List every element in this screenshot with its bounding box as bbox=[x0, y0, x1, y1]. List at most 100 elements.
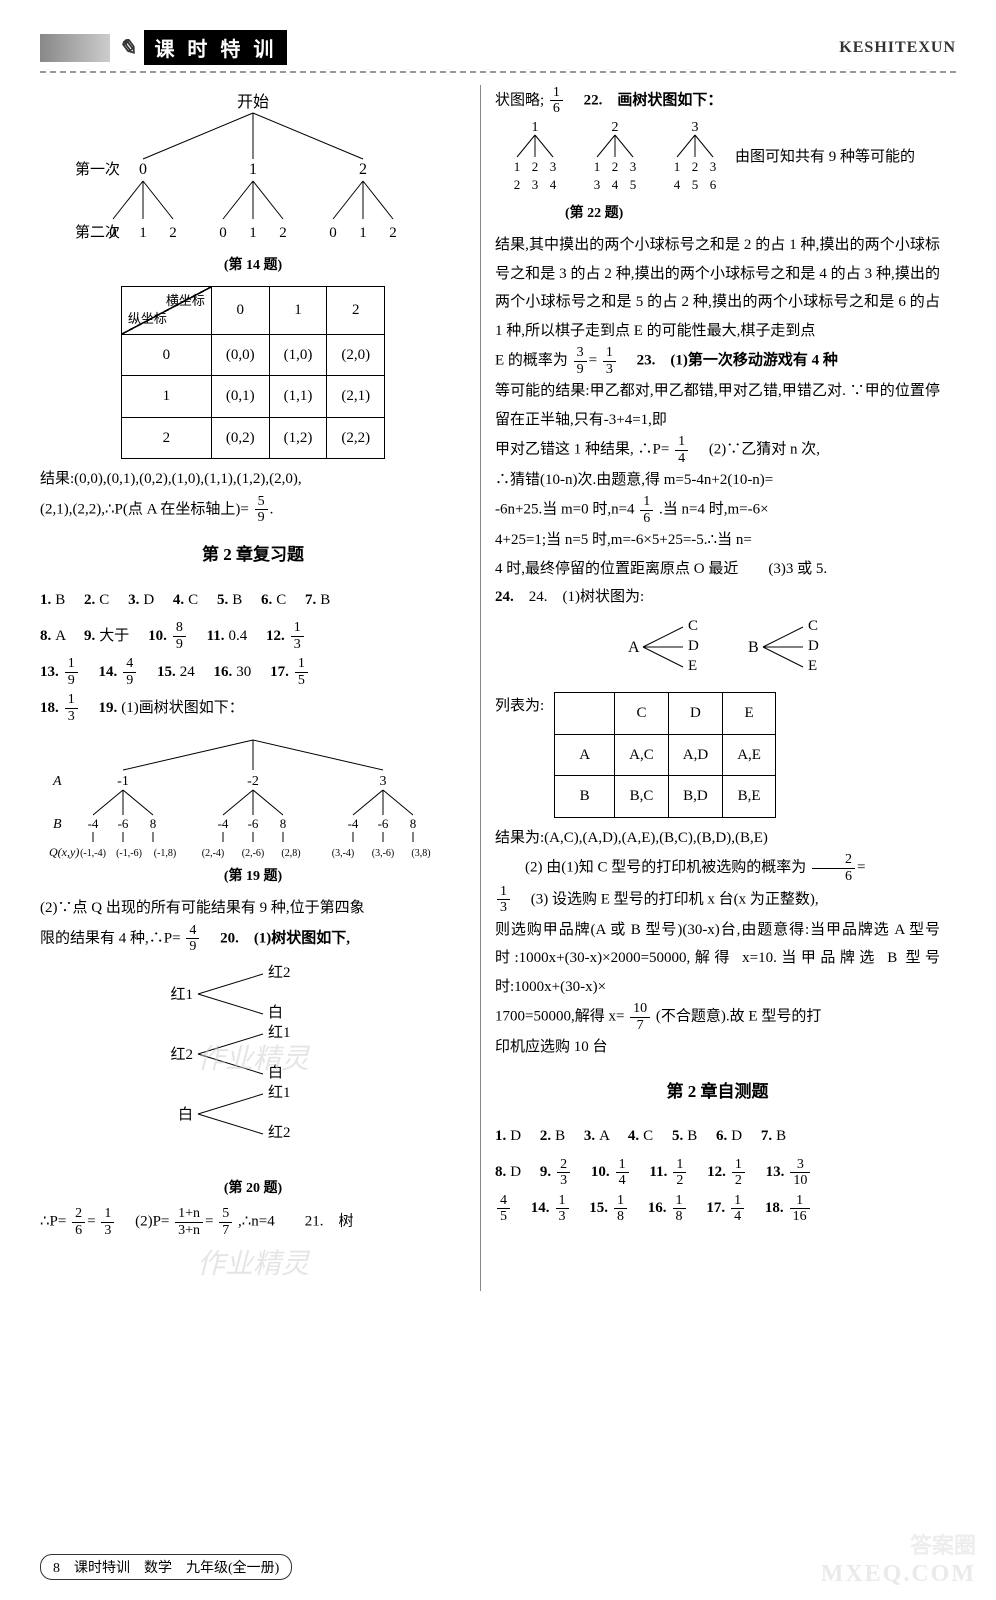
svg-text:0: 0 bbox=[329, 225, 337, 241]
answers-ch2: 1.B 2.C 3.D 4.C 5.B 6.C 7.B 8.A 9.大于 10.… bbox=[40, 582, 466, 726]
svg-text:-6: -6 bbox=[378, 816, 389, 831]
svg-text:3: 3 bbox=[550, 159, 557, 174]
svg-text:5: 5 bbox=[630, 177, 637, 192]
svg-text:1: 1 bbox=[359, 225, 367, 241]
para-23c: ∴猜错(10-n)次.由题意,得 m=5-4n+2(10-n)= bbox=[495, 466, 940, 495]
svg-text:Q(x,y): Q(x,y) bbox=[49, 845, 79, 859]
svg-text:1: 1 bbox=[674, 159, 681, 174]
tree-q22: 1 2 3 1 2 3 1 2 3 1 2 bbox=[495, 117, 940, 197]
svg-text:(2,8): (2,8) bbox=[281, 848, 300, 859]
svg-text:(2,-4): (2,-4) bbox=[202, 848, 225, 859]
svg-text:4: 4 bbox=[550, 177, 557, 192]
svg-text:8: 8 bbox=[150, 816, 157, 831]
svg-text:A: A bbox=[52, 774, 62, 789]
svg-text:3: 3 bbox=[380, 774, 387, 789]
svg-text:1: 1 bbox=[139, 225, 147, 241]
table-row: AA,CA,DA,E bbox=[555, 734, 776, 776]
svg-text:B: B bbox=[748, 639, 759, 656]
para-23d: -6n+25.当 m=0 时,n=4 16 .当 n=4 时,m=-6× bbox=[495, 494, 940, 526]
q24-3: 13 (3) 设选购 E 型号的打印机 x 台(x 为正整数), bbox=[495, 884, 940, 916]
svg-text:1: 1 bbox=[249, 161, 257, 178]
svg-text:4: 4 bbox=[674, 177, 681, 192]
svg-text:-4: -4 bbox=[348, 816, 359, 831]
svg-text:0: 0 bbox=[139, 161, 147, 178]
svg-text:-6: -6 bbox=[118, 816, 129, 831]
table-row: 0 (0,0) (1,0) (2,0) bbox=[121, 334, 384, 376]
svg-text:-4: -4 bbox=[88, 816, 99, 831]
svg-text:(2,-6): (2,-6) bbox=[242, 848, 265, 859]
svg-text:8: 8 bbox=[410, 816, 417, 831]
svg-text:A: A bbox=[628, 639, 640, 656]
results-14: 结果:(0,0),(0,1),(0,2),(1,0),(1,1),(1,2),(… bbox=[40, 465, 466, 525]
self-answers: 1.D 2.B 3.A 4.C 5.B 6.D 7.B 8.D 9.23 10.… bbox=[495, 1118, 940, 1226]
caption-q22: (第 22 题) bbox=[495, 201, 940, 228]
section-self-title: 第 2 章自测题 bbox=[495, 1076, 940, 1108]
svg-text:1: 1 bbox=[249, 225, 257, 241]
svg-text:C: C bbox=[688, 618, 698, 634]
page-footer: 8 课时特训 数学 九年级(全一册) bbox=[40, 1554, 292, 1580]
svg-text:2: 2 bbox=[514, 177, 521, 192]
table-row: BB,CB,DB,E bbox=[555, 776, 776, 818]
diag-header: 横坐标 纵坐标 bbox=[121, 286, 211, 334]
svg-text:-6: -6 bbox=[248, 816, 259, 831]
watermark-text: 作业精灵 bbox=[40, 1238, 466, 1291]
svg-text:-4: -4 bbox=[218, 816, 229, 831]
q20-line: ∴P= 26= 13 (2)P= 1+n3+n= 57 ,∴n=4 21. 树 bbox=[40, 1206, 466, 1238]
pen-icon: ✎ bbox=[118, 35, 136, 61]
svg-text:1: 1 bbox=[532, 120, 539, 135]
para-22b: E 的概率为 39= 13 23. (1)第一次移动游戏有 4 种 bbox=[495, 345, 940, 377]
svg-text:5: 5 bbox=[692, 177, 699, 192]
content-columns: 开始 第一次 0 1 2 第二次 0 1 2 0 bbox=[40, 85, 956, 1291]
header-title: 课 时 特 训 bbox=[144, 30, 287, 65]
tree-q19: A -1 -2 3 B -4 -6 8 -4 -6 8 bbox=[40, 730, 466, 891]
svg-text:(-1,-6): (-1,-6) bbox=[116, 848, 142, 859]
corner-watermark-2: MXEQ.COM bbox=[821, 1561, 976, 1588]
svg-text:红1: 红1 bbox=[170, 986, 193, 1003]
svg-text:(-1,-4): (-1,-4) bbox=[80, 848, 106, 859]
svg-text:2: 2 bbox=[389, 225, 397, 241]
table-row: 2 (0,2) (1,2) (2,2) bbox=[121, 417, 384, 459]
left-column: 开始 第一次 0 1 2 第二次 0 1 2 0 bbox=[40, 85, 480, 1291]
table-q14: 横坐标 纵坐标 0 1 2 0 (0,0) (1,0) (2,0) 1 (0,1… bbox=[121, 286, 385, 460]
svg-text:4: 4 bbox=[612, 177, 619, 192]
svg-text:C: C bbox=[808, 618, 818, 634]
tree-q14: 开始 第一次 0 1 2 第二次 0 1 2 0 bbox=[40, 89, 466, 249]
svg-text:2: 2 bbox=[359, 161, 367, 178]
para24c: 1700=50000,解得 x= 107 (不合题意).故 E 型号的打 bbox=[495, 1001, 940, 1033]
page-header: ✎ 课 时 特 训 KESHITEXUN bbox=[40, 30, 956, 73]
header-stripe-icon bbox=[40, 34, 110, 62]
svg-text:E: E bbox=[808, 658, 817, 674]
para24: 结果为:(A,C),(A,D),(A,E),(B,C),(B,D),(B,E) bbox=[495, 824, 940, 853]
tree14-root: 开始 bbox=[237, 93, 269, 111]
svg-text:红2: 红2 bbox=[268, 1124, 291, 1141]
table24-row: 列表为: C D E AA,CA,DA,E BB,CB,DB,E bbox=[495, 692, 940, 818]
svg-text:(3,-4): (3,-4) bbox=[332, 848, 355, 859]
svg-text:6: 6 bbox=[710, 177, 717, 192]
para-22: 结果,其中摸出的两个小球标号之和是 2 的占 1 种,摸出的两个小球标号之和是 … bbox=[495, 231, 940, 345]
svg-text:红1: 红1 bbox=[268, 1084, 291, 1101]
header-pinyin: KESHITEXUN bbox=[839, 39, 956, 57]
svg-text:3: 3 bbox=[630, 159, 637, 174]
right-column: 状图略; 16 22. 画树状图如下： 1 2 3 bbox=[480, 85, 940, 1291]
para-23f: 4+25=1;当 n=5 时,m=-6×5+25=-5.∴当 n= bbox=[495, 526, 940, 555]
line-21-22: 状图略; 16 22. 画树状图如下： bbox=[495, 85, 940, 117]
table-row: 1 (0,1) (1,1) (2,1) bbox=[121, 376, 384, 418]
svg-text:(3,8): (3,8) bbox=[411, 848, 430, 859]
tree14-svg: 开始 第一次 0 1 2 第二次 0 1 2 0 bbox=[53, 89, 453, 249]
svg-text:白: 白 bbox=[268, 1004, 283, 1021]
svg-text:2: 2 bbox=[692, 159, 699, 174]
para-23b: 甲对乙错这 1 种结果, ∴P= 14 (2)∵乙猜对 n 次, bbox=[495, 434, 940, 466]
frac-14: 59 bbox=[255, 494, 268, 526]
svg-text:3: 3 bbox=[532, 177, 539, 192]
row1-label: 第一次 bbox=[75, 160, 120, 178]
q24-2: (2) 由(1)知 C 型号的打印机被选购的概率为 26= bbox=[495, 852, 940, 884]
svg-text:2: 2 bbox=[279, 225, 287, 241]
svg-text:白: 白 bbox=[178, 1106, 193, 1123]
q24: 24. 24. (1)树状图为: bbox=[495, 583, 940, 612]
svg-text:0: 0 bbox=[219, 225, 227, 241]
para24b: 则选购甲品牌(A 或 B 型号)(30-x)台,由题意得:当甲品牌选 A 型号时… bbox=[495, 916, 940, 1002]
col-h: 0 bbox=[211, 286, 269, 334]
svg-text:0: 0 bbox=[109, 225, 117, 241]
svg-text:3: 3 bbox=[710, 159, 717, 174]
svg-text:(-1,8): (-1,8) bbox=[154, 848, 177, 859]
